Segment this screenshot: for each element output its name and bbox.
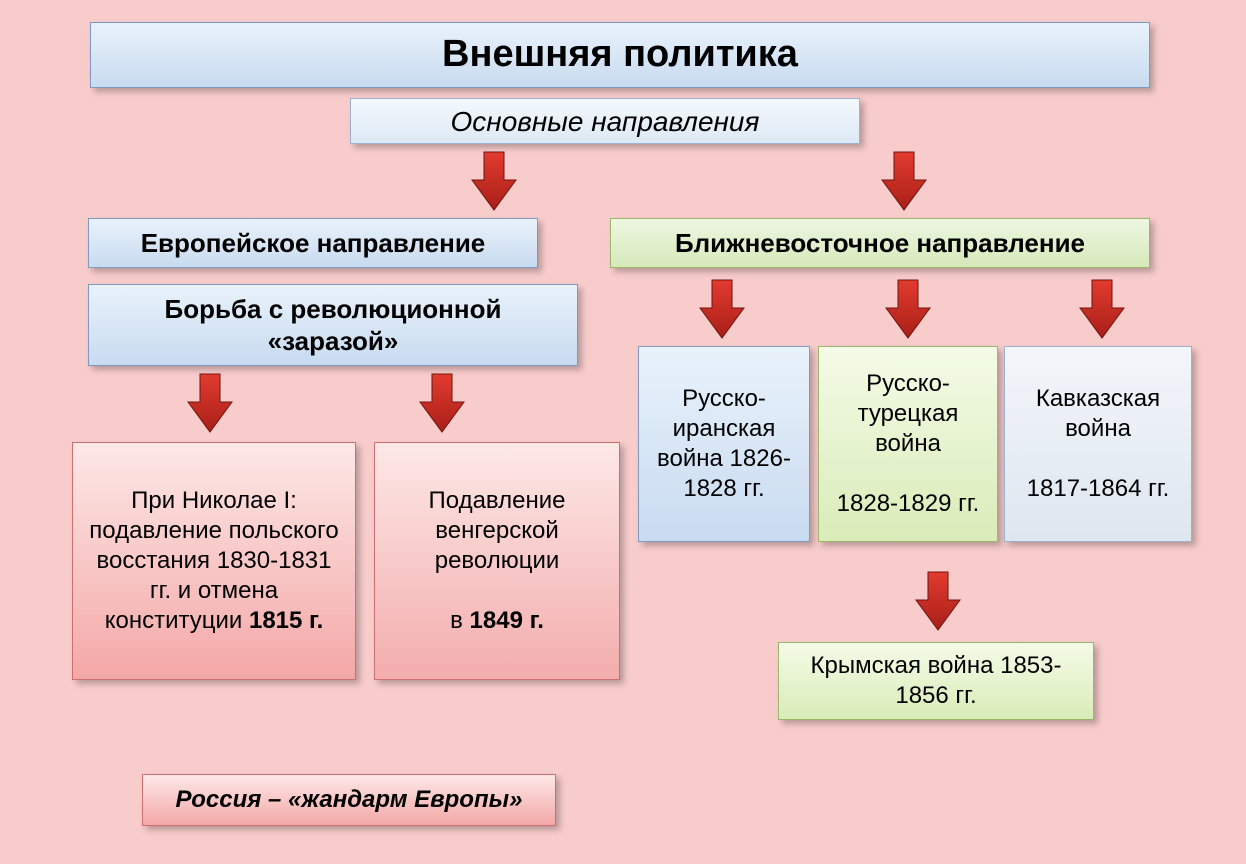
hungary-text: Подавление венгерской революциив 1849 г. [389, 486, 605, 636]
title-text: Внешняя политика [442, 31, 798, 79]
down-arrow-icon [880, 150, 928, 212]
title-box: Внешняя политика [90, 22, 1150, 88]
down-arrow-icon [470, 150, 518, 212]
turkey-box: Русско-турецкая война1828-1829 гг. [818, 346, 998, 542]
european-header-text: Европейское направление [141, 227, 486, 260]
middleeast-header-box: Ближневосточное направление [610, 218, 1150, 268]
caucasus-text: Кавказская война1817-1864 гг. [1019, 384, 1177, 504]
crimea-text: Крымская война 1853-1856 гг. [793, 651, 1079, 711]
down-arrow-icon [186, 372, 234, 434]
hungary-box: Подавление венгерской революциив 1849 г. [374, 442, 620, 680]
subtitle-text: Основные направления [451, 104, 760, 139]
down-arrow-icon [914, 570, 962, 632]
footer-box: Россия – «жандарм Европы» [142, 774, 556, 826]
down-arrow-icon [884, 278, 932, 340]
crimea-box: Крымская война 1853-1856 гг. [778, 642, 1094, 720]
subtitle-box: Основные направления [350, 98, 860, 144]
turkey-text: Русско-турецкая война1828-1829 гг. [833, 369, 983, 519]
european-sub-box: Борьба с революционной «заразой» [88, 284, 578, 366]
iran-text: Русско-иранская война 1826-1828 гг. [653, 384, 795, 504]
european-sub-text: Борьба с революционной «заразой» [103, 293, 563, 358]
middleeast-header-text: Ближневосточное направление [675, 227, 1085, 260]
nikolai-text: При Николае I: подавление польского восс… [87, 486, 341, 636]
footer-text: Россия – «жандарм Европы» [176, 785, 523, 815]
caucasus-box: Кавказская война1817-1864 гг. [1004, 346, 1192, 542]
down-arrow-icon [698, 278, 746, 340]
european-header-box: Европейское направление [88, 218, 538, 268]
nikolai-box: При Николае I: подавление польского восс… [72, 442, 356, 680]
iran-box: Русско-иранская война 1826-1828 гг. [638, 346, 810, 542]
down-arrow-icon [418, 372, 466, 434]
down-arrow-icon [1078, 278, 1126, 340]
